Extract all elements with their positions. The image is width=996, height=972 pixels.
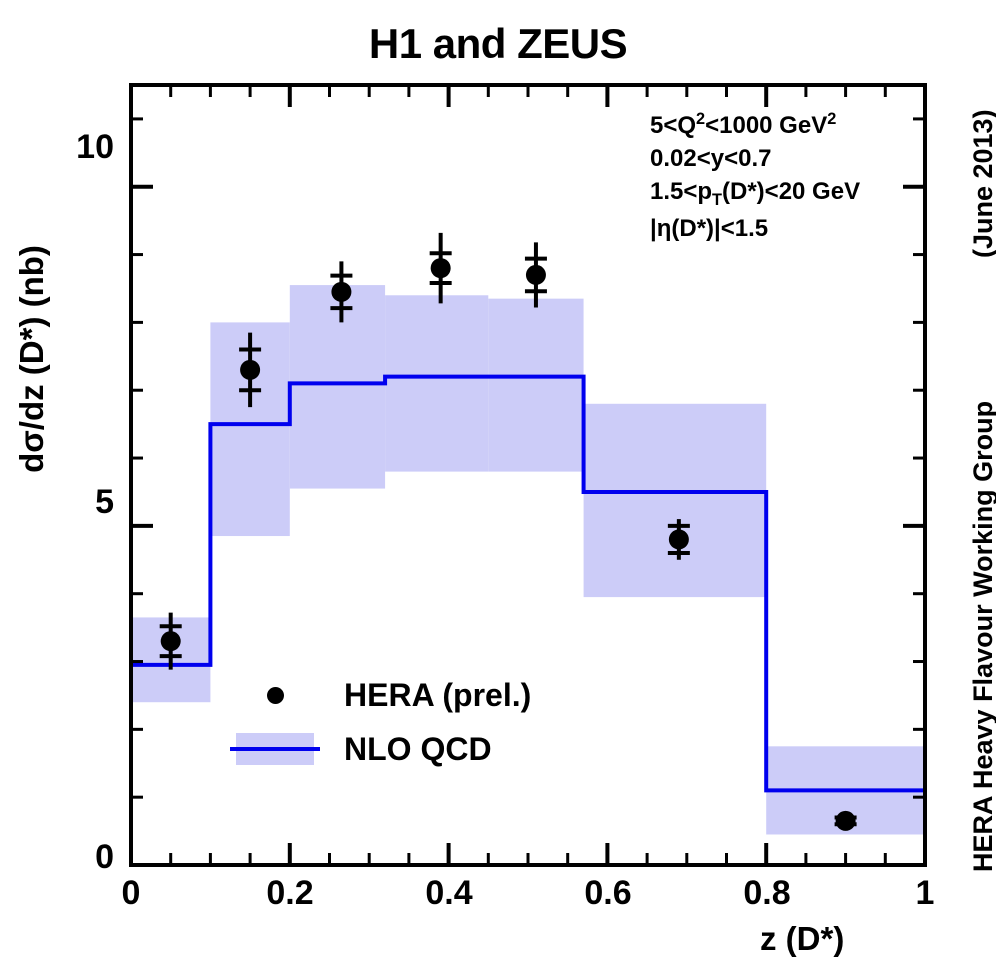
uncertainty-band-bin — [583, 403, 767, 598]
cut-line-pt: 1.5<pT(D*)<20 GeV — [650, 175, 860, 211]
cut-pt-pre: 1.5<p — [650, 178, 713, 206]
nlo-qcd-step-line — [129, 374, 927, 865]
chart-title: H1 and ZEUS — [368, 20, 628, 67]
kinematic-cuts-annotation: 5<Q2<1000 GeV2 0.02<y<0.7 1.5<pT(D*)<20 … — [650, 108, 860, 245]
cut-pt-sub: T — [712, 191, 723, 210]
legend-label-data: HERA (prel.) — [344, 676, 532, 713]
x-axis-label: z (D*) — [760, 920, 845, 957]
data-point — [330, 261, 353, 323]
uncertainty-band-layer — [131, 285, 925, 835]
legend-item-theory: NLO QCD — [230, 722, 531, 776]
data-marker — [430, 258, 451, 279]
x-tick-0p8: 0.8 — [743, 874, 791, 912]
cut-q2-mid: <1000 GeV — [705, 112, 828, 139]
legend-label-theory: NLO QCD — [344, 730, 492, 767]
cut-line-eta: |η(D*)|<1.5 — [650, 214, 769, 242]
data-point — [239, 332, 262, 408]
marker-dot-icon — [230, 675, 320, 715]
legend: HERA (prel.) NLO QCD — [230, 668, 531, 776]
data-points-layer — [159, 232, 857, 831]
data-point — [834, 810, 857, 831]
data-point — [524, 242, 547, 308]
y-tick-10: 10 — [76, 128, 114, 166]
data-point — [429, 232, 452, 304]
data-marker — [668, 529, 689, 550]
x-tick-0p6: 0.6 — [584, 874, 632, 912]
data-marker — [835, 810, 856, 831]
data-point — [667, 519, 690, 560]
uncertainty-band-bin — [385, 295, 489, 472]
x-tick-0p4: 0.4 — [425, 874, 473, 912]
data-marker — [240, 359, 261, 380]
cut-q2-pre: 5<Q — [650, 112, 697, 139]
uncertainty-band-bin — [289, 285, 386, 489]
y-tick-0: 0 — [95, 838, 114, 876]
nlo-step-line-layer — [129, 374, 927, 865]
x-tick-0: 0 — [121, 874, 141, 912]
data-point — [159, 612, 182, 670]
data-marker — [525, 264, 546, 285]
cut-q2-sup: 2 — [696, 110, 706, 128]
uncertainty-band-bin — [488, 298, 584, 472]
cut-line-y: 0.02<y<0.7 — [650, 145, 772, 173]
data-marker — [331, 281, 352, 302]
cut-gev-sup: 2 — [827, 110, 837, 128]
y-tick-5: 5 — [95, 483, 114, 521]
cut-pt-post: (D*)<20 GeV — [722, 178, 861, 206]
axes-frame-layer — [129, 83, 927, 867]
cut-line-q2: 5<Q2<1000 GeV2 — [650, 108, 860, 142]
band-line-icon — [230, 729, 320, 769]
legend-item-data: HERA (prel.) — [230, 668, 531, 722]
x-tick-1: 1 — [915, 874, 935, 912]
data-marker — [160, 631, 181, 652]
x-tick-0p2: 0.2 — [266, 874, 314, 912]
